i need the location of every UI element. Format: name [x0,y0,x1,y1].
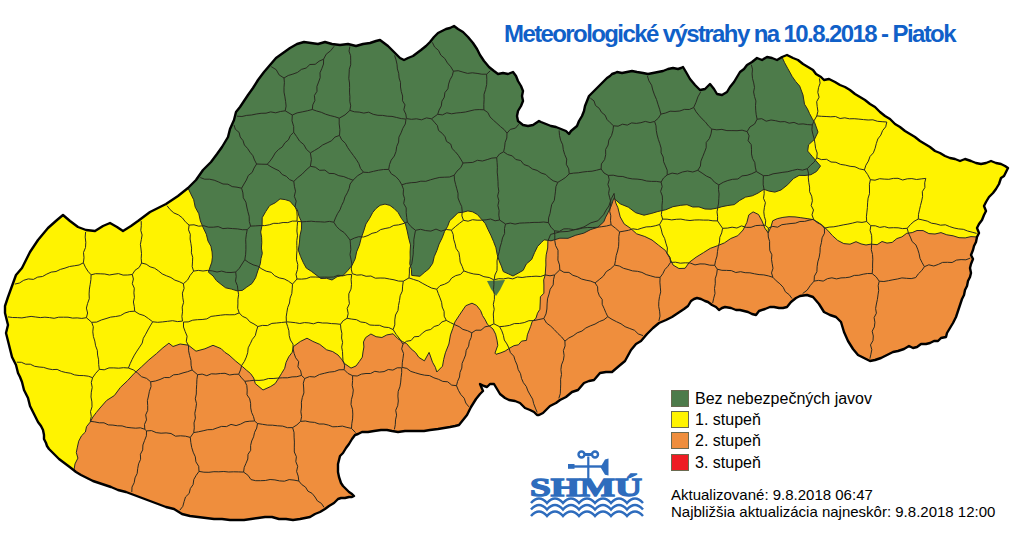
svg-text:SHMÚ: SHMÚ [530,474,642,501]
